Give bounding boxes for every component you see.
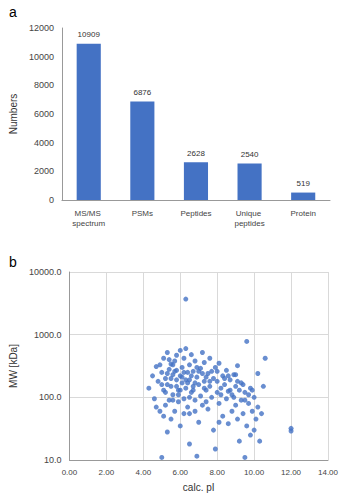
svg-text:4000: 4000: [34, 138, 54, 148]
svg-text:Protein: Protein: [291, 209, 316, 218]
svg-text:0: 0: [49, 195, 54, 205]
svg-text:Numbers: Numbers: [8, 94, 19, 135]
svg-text:14.00: 14.00: [318, 468, 339, 477]
svg-text:519: 519: [297, 179, 311, 188]
svg-text:calc. pI: calc. pI: [183, 482, 215, 493]
svg-text:10.0: 10.0: [44, 455, 62, 465]
svg-text:2628: 2628: [187, 149, 205, 158]
svg-text:10909: 10909: [78, 30, 101, 39]
svg-text:2.00: 2.00: [99, 468, 115, 477]
svg-text:0.00: 0.00: [62, 468, 78, 477]
svg-text:100.0: 100.0: [39, 392, 62, 402]
svg-text:6876: 6876: [133, 88, 151, 97]
svg-text:1000.0: 1000.0: [34, 330, 62, 340]
svg-text:spectrum: spectrum: [72, 219, 105, 228]
svg-text:12.00: 12.00: [281, 468, 302, 477]
svg-text:8.00: 8.00: [209, 468, 225, 477]
svg-text:10000.0: 10000.0: [29, 267, 62, 277]
svg-text:Peptides: Peptides: [180, 209, 211, 218]
svg-text:MS/MS: MS/MS: [75, 209, 103, 218]
svg-text:10000: 10000: [29, 52, 54, 62]
svg-text:6000: 6000: [34, 109, 54, 119]
svg-text:b: b: [9, 254, 17, 270]
svg-text:2000: 2000: [34, 166, 54, 176]
svg-text:2540: 2540: [241, 150, 259, 159]
svg-text:PSMs: PSMs: [132, 209, 153, 218]
svg-text:peptides: peptides: [234, 219, 264, 228]
svg-text:12000: 12000: [29, 23, 54, 33]
svg-text:Unique: Unique: [236, 209, 264, 218]
svg-text:8000: 8000: [34, 80, 54, 90]
svg-text:6.00: 6.00: [172, 468, 188, 477]
svg-text:a: a: [9, 4, 17, 20]
svg-text:10.00: 10.00: [244, 468, 265, 477]
svg-text:MW [kDa]: MW [kDa]: [8, 344, 19, 388]
svg-text:4.00: 4.00: [136, 468, 152, 477]
